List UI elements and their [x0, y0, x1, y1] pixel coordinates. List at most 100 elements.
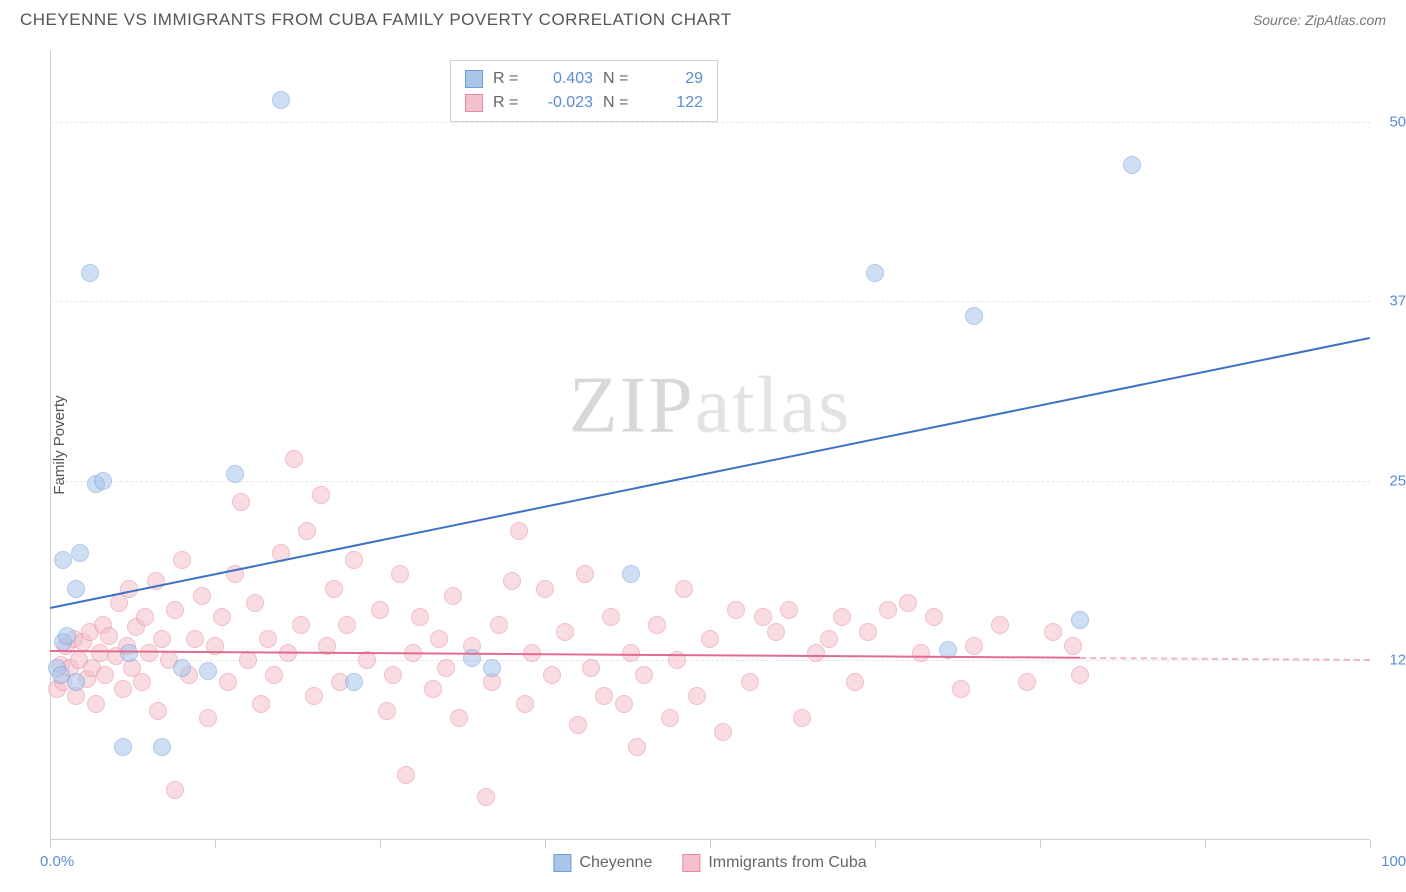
- scatter-point: [96, 666, 114, 684]
- scatter-point: [648, 616, 666, 634]
- scatter-point: [780, 601, 798, 619]
- scatter-point: [186, 630, 204, 648]
- scatter-point: [371, 601, 389, 619]
- x-tick: [710, 840, 711, 848]
- scatter-point: [444, 587, 462, 605]
- scatter-point: [272, 91, 290, 109]
- bottom-legend-item-0: Cheyenne: [553, 854, 652, 872]
- scatter-point: [490, 616, 508, 634]
- scatter-point: [199, 662, 217, 680]
- x-tick: [380, 840, 381, 848]
- scatter-point: [100, 627, 118, 645]
- scatter-point: [213, 608, 231, 626]
- scatter-point: [298, 522, 316, 540]
- scatter-point: [925, 608, 943, 626]
- scatter-point: [325, 580, 343, 598]
- scatter-point: [193, 587, 211, 605]
- bottom-legend-swatch-0: [553, 854, 571, 872]
- scatter-point: [397, 766, 415, 784]
- scatter-point: [866, 264, 884, 282]
- scatter-point: [859, 623, 877, 641]
- scatter-point: [846, 673, 864, 691]
- scatter-point: [114, 680, 132, 698]
- scatter-point: [252, 695, 270, 713]
- chart-header: CHEYENNE VS IMMIGRANTS FROM CUBA FAMILY …: [0, 0, 1406, 36]
- scatter-point: [292, 616, 310, 634]
- scatter-point: [635, 666, 653, 684]
- x-tick: [215, 840, 216, 848]
- scatter-point: [1071, 666, 1089, 684]
- scatter-point: [543, 666, 561, 684]
- scatter-point: [153, 738, 171, 756]
- scatter-point: [133, 673, 151, 691]
- scatter-point: [1018, 673, 1036, 691]
- scatter-point: [536, 580, 554, 598]
- scatter-point: [136, 608, 154, 626]
- scatter-point: [378, 702, 396, 720]
- y-axis-line: [50, 50, 51, 840]
- scatter-point: [463, 649, 481, 667]
- legend-row-1: R = -0.023 N = 122: [465, 91, 703, 115]
- scatter-point: [477, 788, 495, 806]
- chart-area: Family Poverty ZIPatlas 12.5%25.0%37.5%5…: [50, 50, 1370, 840]
- scatter-point: [450, 709, 468, 727]
- scatter-point: [701, 630, 719, 648]
- scatter-point: [67, 580, 85, 598]
- scatter-point: [727, 601, 745, 619]
- bottom-legend-swatch-1: [682, 854, 700, 872]
- scatter-point: [173, 659, 191, 677]
- scatter-point: [246, 594, 264, 612]
- scatter-point: [899, 594, 917, 612]
- scatter-point: [754, 608, 772, 626]
- scatter-point: [338, 616, 356, 634]
- watermark: ZIPatlas: [569, 360, 852, 451]
- scatter-point: [54, 551, 72, 569]
- scatter-point: [1044, 623, 1062, 641]
- scatter-point: [345, 673, 363, 691]
- legend-row-0: R = 0.403 N = 29: [465, 67, 703, 91]
- y-tick-label: 25.0%: [1389, 472, 1406, 489]
- scatter-point: [516, 695, 534, 713]
- scatter-point: [952, 680, 970, 698]
- scatter-point: [305, 687, 323, 705]
- scatter-point: [411, 608, 429, 626]
- scatter-point: [232, 493, 250, 511]
- scatter-point: [741, 673, 759, 691]
- bottom-legend: Cheyenne Immigrants from Cuba: [553, 854, 866, 872]
- scatter-point: [503, 572, 521, 590]
- scatter-point: [483, 659, 501, 677]
- scatter-point: [358, 651, 376, 669]
- scatter-point: [833, 608, 851, 626]
- scatter-point: [430, 630, 448, 648]
- scatter-point: [965, 637, 983, 655]
- scatter-point: [807, 644, 825, 662]
- scatter-point: [81, 264, 99, 282]
- scatter-point: [71, 544, 89, 562]
- scatter-point: [199, 709, 217, 727]
- y-tick-label: 12.5%: [1389, 652, 1406, 669]
- scatter-point: [312, 486, 330, 504]
- scatter-point: [1123, 156, 1141, 174]
- scatter-point: [991, 616, 1009, 634]
- scatter-point: [714, 723, 732, 741]
- x-tick: [1040, 840, 1041, 848]
- scatter-point: [622, 565, 640, 583]
- scatter-point: [87, 695, 105, 713]
- scatter-point: [912, 644, 930, 662]
- scatter-point: [219, 673, 237, 691]
- scatter-point: [582, 659, 600, 677]
- scatter-point: [661, 709, 679, 727]
- scatter-point: [437, 659, 455, 677]
- scatter-point: [1064, 637, 1082, 655]
- scatter-point: [556, 623, 574, 641]
- plot-region: ZIPatlas 12.5%25.0%37.5%50.0%: [50, 50, 1370, 840]
- scatter-point: [569, 716, 587, 734]
- scatter-point: [391, 565, 409, 583]
- scatter-point: [140, 644, 158, 662]
- x-tick: [1370, 840, 1371, 848]
- scatter-point: [675, 580, 693, 598]
- scatter-point: [265, 666, 283, 684]
- bottom-legend-item-1: Immigrants from Cuba: [682, 854, 866, 872]
- chart-title: CHEYENNE VS IMMIGRANTS FROM CUBA FAMILY …: [20, 10, 732, 30]
- scatter-point: [153, 630, 171, 648]
